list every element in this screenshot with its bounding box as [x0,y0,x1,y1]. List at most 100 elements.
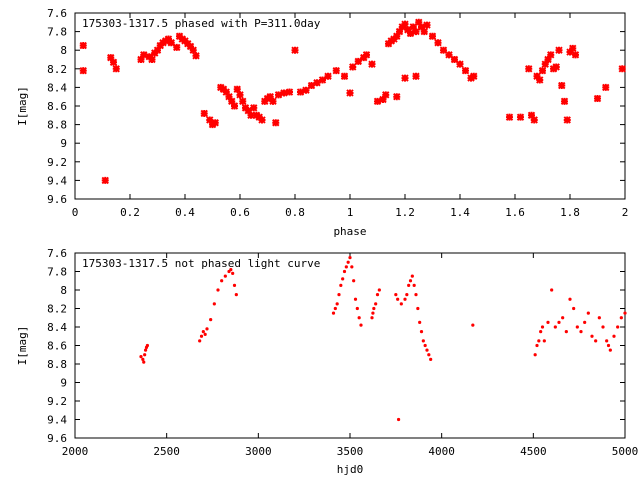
x-tick-label: 1.2 [395,206,415,219]
data-point [344,265,348,269]
data-point [285,88,294,96]
x-axis-label: phase [333,225,366,238]
data-point [427,353,431,357]
y-tick-label: 9.4 [47,414,67,427]
data-point [236,91,244,99]
data-point [340,72,349,80]
data-point [564,330,568,334]
data-point [280,89,288,97]
data-point [594,339,598,343]
data-point [586,311,590,315]
x-tick-label: 3000 [245,445,272,458]
data-point [403,297,407,301]
data-point [296,88,305,96]
data-point [417,23,426,31]
data-point [505,113,514,121]
data-point [423,21,431,29]
data-point [597,316,601,320]
data-point [579,330,583,334]
data-point [563,116,571,124]
data-point [324,72,332,80]
chart-title: 175303-1317.5 not phased light curve [82,257,320,270]
y-tick-label: 8.2 [47,303,67,316]
data-point [212,302,216,306]
data-point [148,55,156,64]
data-point [220,279,224,283]
y-tick-label: 9.2 [47,395,67,408]
data-point [538,66,547,75]
data-point [419,330,424,334]
data-point [571,51,580,59]
data-point [229,268,233,272]
y-tick-label: 8.4 [47,81,67,94]
data-point [140,51,148,59]
data-point [421,339,425,343]
data-point [429,357,433,361]
y-tick-label: 8 [60,284,67,297]
data-point [291,46,299,54]
data-point [370,316,374,320]
x-tick-label: 2500 [153,445,180,458]
data-point [353,297,358,301]
data-point [333,306,337,311]
data-point [375,293,380,297]
chart-title: 175303-1317.5 phased with P=311.0day [82,17,321,30]
y-tick-label: 7.6 [47,247,67,260]
data-point [244,106,252,115]
data-point [141,357,145,361]
data-point [394,293,398,297]
data-point [206,116,214,124]
data-point [337,293,341,297]
data-point [143,353,147,357]
data-point [450,55,459,64]
data-point [593,94,602,103]
data-point [357,316,361,320]
data-point [239,97,247,106]
y-tick-label: 8 [60,44,67,57]
y-tick-label: 7.8 [47,26,67,39]
data-point [516,113,525,121]
data-point [167,39,175,47]
data-point [371,311,375,315]
data-point [412,27,420,36]
data-point [533,353,537,357]
y-tick-label: 9.6 [47,193,67,206]
data-point [525,65,533,73]
y-tick-label: 8.6 [47,100,67,113]
data-point [602,83,610,92]
data-point [222,88,230,96]
data-point [247,111,255,120]
data-point [379,95,387,104]
data-point [200,109,208,118]
data-point [79,41,87,50]
data-point [372,306,376,311]
data-point [414,293,418,297]
x-tick-label: 0.8 [285,206,305,219]
data-point [139,355,143,359]
data-point [307,81,316,90]
y-axis-label: I[mag] [16,86,29,126]
data-point [406,29,415,38]
data-point [404,26,412,34]
y-tick-label: 8.4 [47,321,67,334]
data-point [341,277,345,281]
data-point [355,306,359,311]
data-point [572,306,576,311]
data-point [318,76,327,84]
unphased-light-curve-panel: 2000 2500 3000 3500 4000 4500 5000 7.6 7.8 8 8.2 8.… [16,247,638,476]
data-point [616,325,620,329]
data-point [470,72,478,80]
data-point [535,343,539,348]
data-point [258,116,266,124]
data-point [590,334,594,338]
data-point [558,81,566,90]
data-point [445,51,453,59]
y-tick-label: 8.8 [47,358,67,371]
data-point [382,91,390,99]
data-point [418,320,422,324]
data-point [164,35,173,43]
y-tick-label: 9.4 [47,174,67,187]
data-point [373,97,382,106]
x-tick-label: 2000 [62,445,89,458]
y-tick-label: 9 [60,377,67,390]
